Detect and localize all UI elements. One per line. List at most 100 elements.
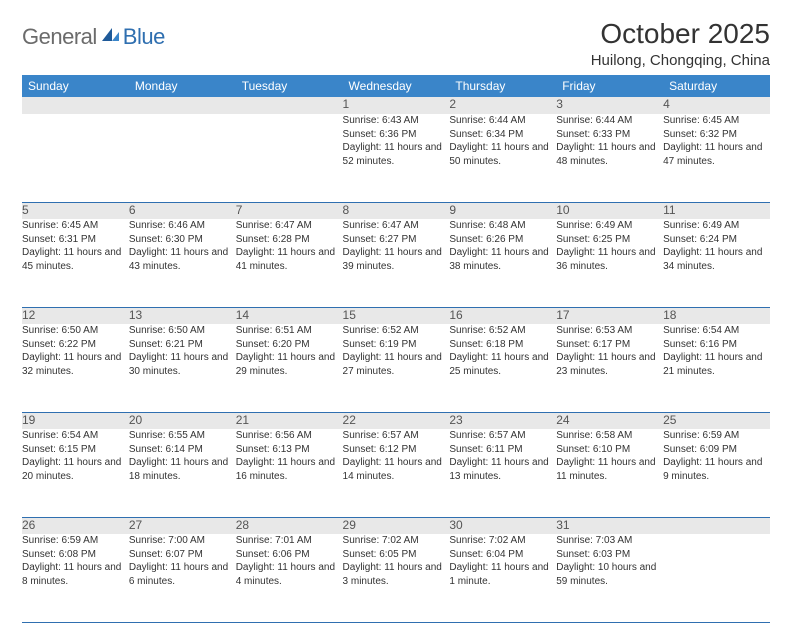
sunset-line: Sunset: 6:19 PM <box>343 338 450 352</box>
day-detail-cell: Sunrise: 6:44 AMSunset: 6:33 PMDaylight:… <box>556 114 663 202</box>
day-number: 31 <box>556 518 569 532</box>
sunrise-line: Sunrise: 6:53 AM <box>556 324 663 338</box>
daylight-line: Daylight: 11 hours and 45 minutes. <box>22 246 129 273</box>
day-detail-cell <box>236 114 343 202</box>
day-detail-cell: Sunrise: 6:59 AMSunset: 6:08 PMDaylight:… <box>22 534 129 622</box>
day-number-cell: 17 <box>556 307 663 324</box>
daylight-line: Daylight: 11 hours and 25 minutes. <box>449 351 556 378</box>
day-detail-cell: Sunrise: 6:52 AMSunset: 6:18 PMDaylight:… <box>449 324 556 412</box>
day-detail-cell: Sunrise: 6:47 AMSunset: 6:27 PMDaylight:… <box>343 219 450 307</box>
daylight-line: Daylight: 11 hours and 39 minutes. <box>343 246 450 273</box>
day-detail-cell <box>129 114 236 202</box>
sunset-line: Sunset: 6:36 PM <box>343 128 450 142</box>
day-number: 5 <box>22 203 29 217</box>
sunrise-line: Sunrise: 6:50 AM <box>129 324 236 338</box>
sunset-line: Sunset: 6:22 PM <box>22 338 129 352</box>
day-number-cell <box>22 97 129 114</box>
day-number: 8 <box>343 203 350 217</box>
day-detail-cell: Sunrise: 6:57 AMSunset: 6:11 PMDaylight:… <box>449 429 556 517</box>
day-number-cell: 28 <box>236 517 343 534</box>
day-number: 21 <box>236 413 249 427</box>
daynum-row: 12131415161718 <box>22 307 770 324</box>
day-detail-cell: Sunrise: 7:00 AMSunset: 6:07 PMDaylight:… <box>129 534 236 622</box>
sunset-line: Sunset: 6:15 PM <box>22 443 129 457</box>
day-number: 20 <box>129 413 142 427</box>
day-detail-cell: Sunrise: 6:57 AMSunset: 6:12 PMDaylight:… <box>343 429 450 517</box>
day-detail-cell: Sunrise: 6:47 AMSunset: 6:28 PMDaylight:… <box>236 219 343 307</box>
daylight-line: Daylight: 11 hours and 29 minutes. <box>236 351 343 378</box>
sunrise-line: Sunrise: 6:46 AM <box>129 219 236 233</box>
day-number: 29 <box>343 518 356 532</box>
daylight-line: Daylight: 11 hours and 47 minutes. <box>663 141 770 168</box>
day-detail-cell: Sunrise: 6:50 AMSunset: 6:21 PMDaylight:… <box>129 324 236 412</box>
sunset-line: Sunset: 6:12 PM <box>343 443 450 457</box>
daylight-line: Daylight: 11 hours and 50 minutes. <box>449 141 556 168</box>
sunset-line: Sunset: 6:07 PM <box>129 548 236 562</box>
daylight-line: Daylight: 11 hours and 9 minutes. <box>663 456 770 483</box>
daylight-line: Daylight: 11 hours and 4 minutes. <box>236 561 343 588</box>
col-wednesday: Wednesday <box>343 75 450 97</box>
day-detail-cell: Sunrise: 6:44 AMSunset: 6:34 PMDaylight:… <box>449 114 556 202</box>
day-detail-cell: Sunrise: 7:01 AMSunset: 6:06 PMDaylight:… <box>236 534 343 622</box>
day-number: 7 <box>236 203 243 217</box>
sail-icon <box>99 26 121 49</box>
sunrise-line: Sunrise: 6:55 AM <box>129 429 236 443</box>
sunset-line: Sunset: 6:05 PM <box>343 548 450 562</box>
daylight-line: Daylight: 11 hours and 32 minutes. <box>22 351 129 378</box>
day-number: 22 <box>343 413 356 427</box>
detail-row: Sunrise: 6:50 AMSunset: 6:22 PMDaylight:… <box>22 324 770 412</box>
col-saturday: Saturday <box>663 75 770 97</box>
sunrise-line: Sunrise: 6:43 AM <box>343 114 450 128</box>
sunset-line: Sunset: 6:09 PM <box>663 443 770 457</box>
sunrise-line: Sunrise: 7:01 AM <box>236 534 343 548</box>
sunrise-line: Sunrise: 7:02 AM <box>343 534 450 548</box>
day-number-cell: 12 <box>22 307 129 324</box>
sunrise-line: Sunrise: 6:52 AM <box>449 324 556 338</box>
day-detail-cell: Sunrise: 6:53 AMSunset: 6:17 PMDaylight:… <box>556 324 663 412</box>
daylight-line: Daylight: 11 hours and 11 minutes. <box>556 456 663 483</box>
day-number-cell: 22 <box>343 412 450 429</box>
day-detail-cell <box>22 114 129 202</box>
sunrise-line: Sunrise: 6:57 AM <box>343 429 450 443</box>
daylight-line: Daylight: 11 hours and 23 minutes. <box>556 351 663 378</box>
logo-text-general: General <box>22 24 97 50</box>
day-detail-cell: Sunrise: 7:02 AMSunset: 6:05 PMDaylight:… <box>343 534 450 622</box>
location-text: Huilong, Chongqing, China <box>591 52 770 69</box>
day-detail-cell: Sunrise: 6:50 AMSunset: 6:22 PMDaylight:… <box>22 324 129 412</box>
day-detail-cell: Sunrise: 6:49 AMSunset: 6:24 PMDaylight:… <box>663 219 770 307</box>
day-detail-cell: Sunrise: 6:56 AMSunset: 6:13 PMDaylight:… <box>236 429 343 517</box>
sunset-line: Sunset: 6:06 PM <box>236 548 343 562</box>
day-detail-cell: Sunrise: 6:43 AMSunset: 6:36 PMDaylight:… <box>343 114 450 202</box>
day-number-cell: 29 <box>343 517 450 534</box>
day-number-cell: 8 <box>343 202 450 219</box>
day-number-cell: 23 <box>449 412 556 429</box>
header: General Blue October 2025 Huilong, Chong… <box>22 18 770 69</box>
day-detail-cell: Sunrise: 6:58 AMSunset: 6:10 PMDaylight:… <box>556 429 663 517</box>
day-number-cell: 14 <box>236 307 343 324</box>
daylight-line: Daylight: 11 hours and 34 minutes. <box>663 246 770 273</box>
sunrise-line: Sunrise: 6:56 AM <box>236 429 343 443</box>
sunset-line: Sunset: 6:16 PM <box>663 338 770 352</box>
day-detail-cell: Sunrise: 6:46 AMSunset: 6:30 PMDaylight:… <box>129 219 236 307</box>
daylight-line: Daylight: 11 hours and 18 minutes. <box>129 456 236 483</box>
daynum-row: 262728293031 <box>22 517 770 534</box>
day-number: 24 <box>556 413 569 427</box>
day-number: 28 <box>236 518 249 532</box>
day-number-cell: 21 <box>236 412 343 429</box>
day-number-cell: 20 <box>129 412 236 429</box>
sunset-line: Sunset: 6:03 PM <box>556 548 663 562</box>
sunrise-line: Sunrise: 6:59 AM <box>663 429 770 443</box>
daylight-line: Daylight: 11 hours and 43 minutes. <box>129 246 236 273</box>
weekday-header-row: Sunday Monday Tuesday Wednesday Thursday… <box>22 75 770 97</box>
day-number-cell: 24 <box>556 412 663 429</box>
day-detail-cell: Sunrise: 6:49 AMSunset: 6:25 PMDaylight:… <box>556 219 663 307</box>
day-number: 19 <box>22 413 35 427</box>
sunset-line: Sunset: 6:34 PM <box>449 128 556 142</box>
day-number-cell: 30 <box>449 517 556 534</box>
sunset-line: Sunset: 6:17 PM <box>556 338 663 352</box>
sunset-line: Sunset: 6:25 PM <box>556 233 663 247</box>
day-number: 18 <box>663 308 676 322</box>
title-block: October 2025 Huilong, Chongqing, China <box>591 18 770 69</box>
sunset-line: Sunset: 6:26 PM <box>449 233 556 247</box>
day-number-cell: 9 <box>449 202 556 219</box>
